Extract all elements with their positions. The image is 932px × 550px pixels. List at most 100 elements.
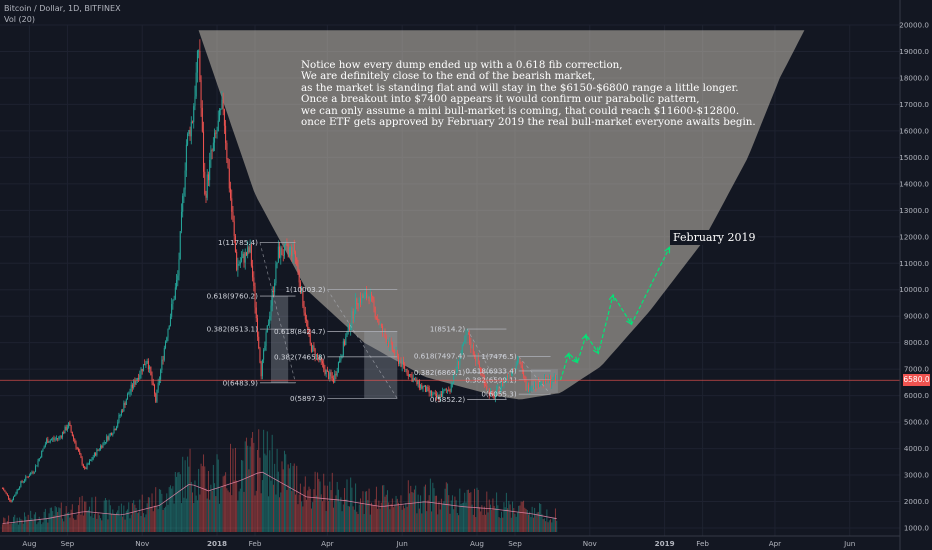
note-line: Once a breakout into $7400 appears it wo… <box>301 93 700 106</box>
candle-body <box>428 388 430 393</box>
candle-body <box>281 247 283 256</box>
candle-body <box>406 369 408 375</box>
volume-bar <box>420 495 422 532</box>
volume-bar <box>386 490 388 532</box>
candle-body <box>515 364 517 369</box>
volume-bar <box>306 499 308 532</box>
volume-bar <box>93 514 95 532</box>
volume-bar <box>309 488 311 532</box>
candle-body <box>277 246 279 263</box>
volume-bar <box>62 518 64 532</box>
volume-bar <box>26 520 28 532</box>
candle-body <box>407 374 409 377</box>
volume-bar <box>372 505 374 532</box>
volume-bar <box>380 502 382 532</box>
volume-bar <box>413 489 415 532</box>
candle-body <box>314 348 316 358</box>
candle-body <box>245 252 247 256</box>
x-tick-label: Sep <box>508 539 522 548</box>
volume-bar <box>547 522 549 532</box>
candle-body <box>363 294 365 298</box>
candle-body <box>90 459 92 461</box>
candle-body <box>498 386 500 393</box>
candle-body <box>326 370 328 372</box>
candle-body <box>64 426 66 434</box>
volume-bar <box>502 517 504 532</box>
candle-body <box>3 488 5 491</box>
candle-body <box>518 360 520 362</box>
volume-bar <box>59 508 61 532</box>
volume-bar <box>335 495 337 532</box>
candle-body <box>10 500 12 502</box>
volume-bar <box>310 508 312 532</box>
volume-bar <box>38 516 40 532</box>
candle-body <box>302 287 304 307</box>
volume-bar <box>340 497 342 532</box>
candle-body <box>502 382 504 386</box>
volume-bar <box>301 501 303 532</box>
volume-bar <box>172 486 174 532</box>
candle-body <box>71 431 73 437</box>
candle-body <box>275 264 277 284</box>
candle-body <box>70 425 72 432</box>
volume-bar <box>256 449 258 532</box>
volume-bar <box>63 521 65 532</box>
candle-body <box>499 388 501 393</box>
volume-bar <box>145 514 147 532</box>
candle-body <box>471 344 473 349</box>
volume-bar <box>139 499 141 532</box>
candle-body <box>292 244 294 256</box>
fib-retracements: 1(11785.4) 0.618(9760.2) 0.382(8513.1) 0(64… <box>207 238 551 404</box>
candle-body <box>306 319 308 321</box>
candle-body <box>192 121 194 123</box>
candle-body <box>464 340 466 343</box>
candle-body <box>128 393 130 395</box>
candle-body <box>347 324 349 332</box>
candle-body <box>444 389 446 391</box>
volume-bar <box>416 513 418 532</box>
candle-body <box>210 150 212 161</box>
volume-bar <box>114 514 116 532</box>
candle-body <box>204 171 206 194</box>
candle-body <box>402 360 404 365</box>
candle-body <box>458 361 460 366</box>
volume-bar <box>152 511 154 532</box>
projection-arrowhead <box>626 318 633 326</box>
candle-body <box>215 132 217 134</box>
volume-bar <box>443 501 445 532</box>
fib-level-label: 0.618(6933.4) <box>465 366 517 375</box>
candle-body <box>364 292 366 295</box>
volume-bar <box>512 501 514 532</box>
volume-bar <box>487 512 489 532</box>
candle-body <box>50 439 52 441</box>
volume-bar <box>282 469 284 532</box>
volume-bar <box>436 495 438 532</box>
volume-bar <box>74 519 76 532</box>
volume-bar <box>255 490 257 532</box>
projection-path <box>559 246 671 381</box>
volume-bar <box>22 523 24 532</box>
candle-body <box>211 150 213 152</box>
volume-bar <box>68 512 70 532</box>
candle-body <box>6 493 8 496</box>
volume-bar <box>89 506 91 532</box>
candle-body <box>476 356 478 362</box>
candle-body <box>308 328 310 334</box>
volume-bar <box>499 518 501 532</box>
volume-bar <box>189 448 191 532</box>
candle-body <box>134 380 136 385</box>
candle-body <box>331 376 333 379</box>
candle-body <box>369 293 371 302</box>
volume-bar <box>382 485 384 532</box>
volume-bar <box>291 490 293 532</box>
candle-body <box>106 436 108 443</box>
volume-bar <box>379 508 381 532</box>
candle-body <box>263 350 265 360</box>
candle-body <box>418 380 420 389</box>
candle-body <box>36 465 38 467</box>
volume-bar <box>513 508 515 532</box>
volume-bar <box>36 524 38 532</box>
volume-bar <box>221 486 223 532</box>
candle-body <box>466 333 468 335</box>
